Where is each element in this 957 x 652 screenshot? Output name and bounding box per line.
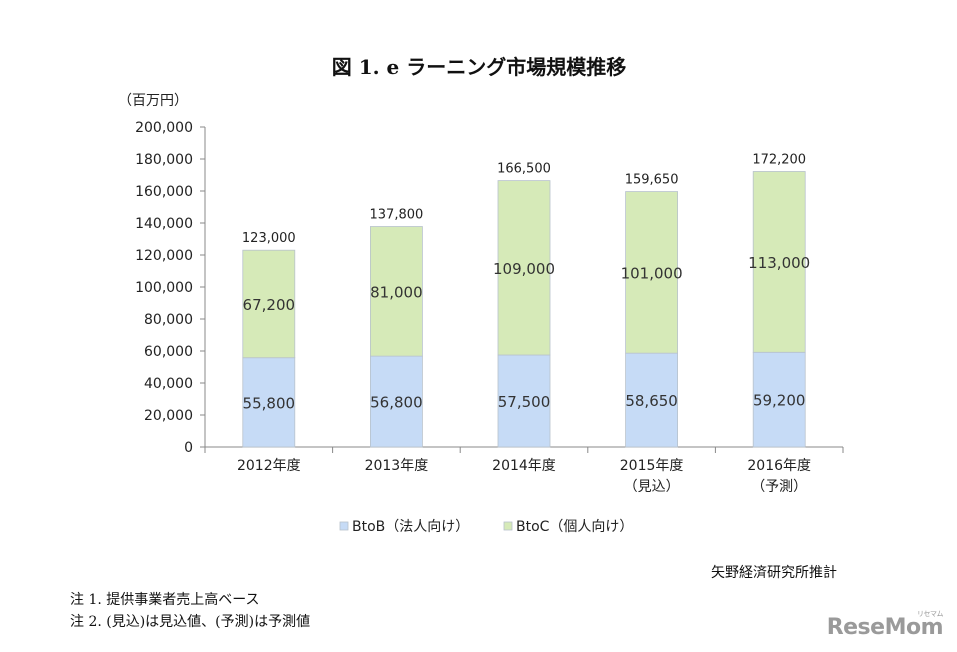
y-tick-label: 160,000	[135, 184, 193, 200]
footnote-2: 注 2. (見込)は見込値、(予測)は予測値	[70, 614, 311, 630]
resemom-logo: リセマム ReseMom	[826, 610, 944, 640]
segment-value-label: 55,800	[243, 394, 296, 412]
segment-value-label: 81,000	[370, 283, 423, 301]
bar-segment-btob	[497, 354, 551, 448]
y-tick-label: 80,000	[144, 312, 193, 328]
y-tick-label: 140,000	[135, 216, 193, 232]
segment-value-label: 57,500	[498, 393, 551, 411]
y-axis-unit-label: （百万円）	[118, 93, 188, 109]
segment-value-label: 58,650	[625, 392, 678, 410]
bar-segment-btoc	[242, 249, 296, 359]
y-tick-label: 100,000	[135, 280, 193, 296]
y-tick-label: 60,000	[144, 344, 193, 360]
segment-value-label: 59,200	[753, 392, 806, 410]
bar-segment-btob	[752, 351, 806, 448]
y-tick-label: 0	[184, 440, 193, 456]
bar-segment-btoc	[752, 171, 806, 353]
y-axis: 0 20,000 40,000 60,000 80,000 100,000 120,000 1…	[135, 120, 206, 456]
bar-segment-btob	[625, 352, 678, 448]
total-value-label: 137,800	[370, 208, 424, 223]
bar-segment-btoc	[625, 191, 678, 354]
bar-segment-btoc	[369, 226, 423, 357]
y-tick-label: 180,000	[135, 152, 193, 168]
source-note: 矢野経済研究所推計	[711, 565, 837, 581]
segment-value-label: 113,000	[748, 254, 810, 272]
legend: BtoB（法人向け） BtoC（個人向け）	[339, 519, 633, 535]
x-category-label: （予測）	[751, 479, 807, 495]
legend-swatch	[503, 521, 513, 531]
segment-value-label: 67,200	[243, 296, 296, 314]
segment-value-label: 109,000	[493, 260, 555, 278]
total-value-label: 172,200	[752, 152, 806, 167]
resemom-logo-text: ReseMom	[826, 615, 944, 640]
bar-segment-btob	[369, 355, 423, 448]
footnote-1: 注 1. 提供事業者売上高ベース	[70, 592, 260, 608]
segment-value-label: 101,000	[621, 264, 683, 282]
total-value-label: 159,650	[625, 173, 679, 188]
resemom-logo-sub: リセマム	[917, 610, 944, 618]
x-axis: 2012年度 2013年度 2014年度 2015年度 （見込） 2016年度 （予測）	[204, 446, 844, 495]
y-tick-label: 20,000	[144, 408, 193, 424]
bar-segment-btoc	[497, 180, 551, 356]
x-category-label: 2012年度	[237, 458, 301, 474]
legend-label: BtoC（個人向け）	[516, 519, 633, 535]
bars: 55,800 67,200 123,000 56,800 81,000 137,800 57…	[242, 152, 810, 448]
x-category-label: 2016年度	[747, 458, 811, 474]
y-tick-label: 120,000	[135, 248, 193, 264]
segment-value-label: 56,800	[370, 394, 423, 412]
x-category-label: 2013年度	[365, 458, 429, 474]
legend-label: BtoB（法人向け）	[352, 519, 469, 535]
chart-title: 図 1. e ラーニング市場規模推移	[332, 55, 627, 79]
y-tick-label: 40,000	[144, 376, 193, 392]
x-category-label: 2014年度	[492, 458, 556, 474]
total-value-label: 166,500	[497, 162, 551, 177]
x-category-label: 2015年度	[620, 458, 684, 474]
y-tick-label: 200,000	[135, 120, 193, 136]
total-value-label: 123,000	[242, 231, 296, 246]
x-category-label: （見込）	[624, 479, 680, 495]
legend-swatch	[339, 521, 349, 531]
